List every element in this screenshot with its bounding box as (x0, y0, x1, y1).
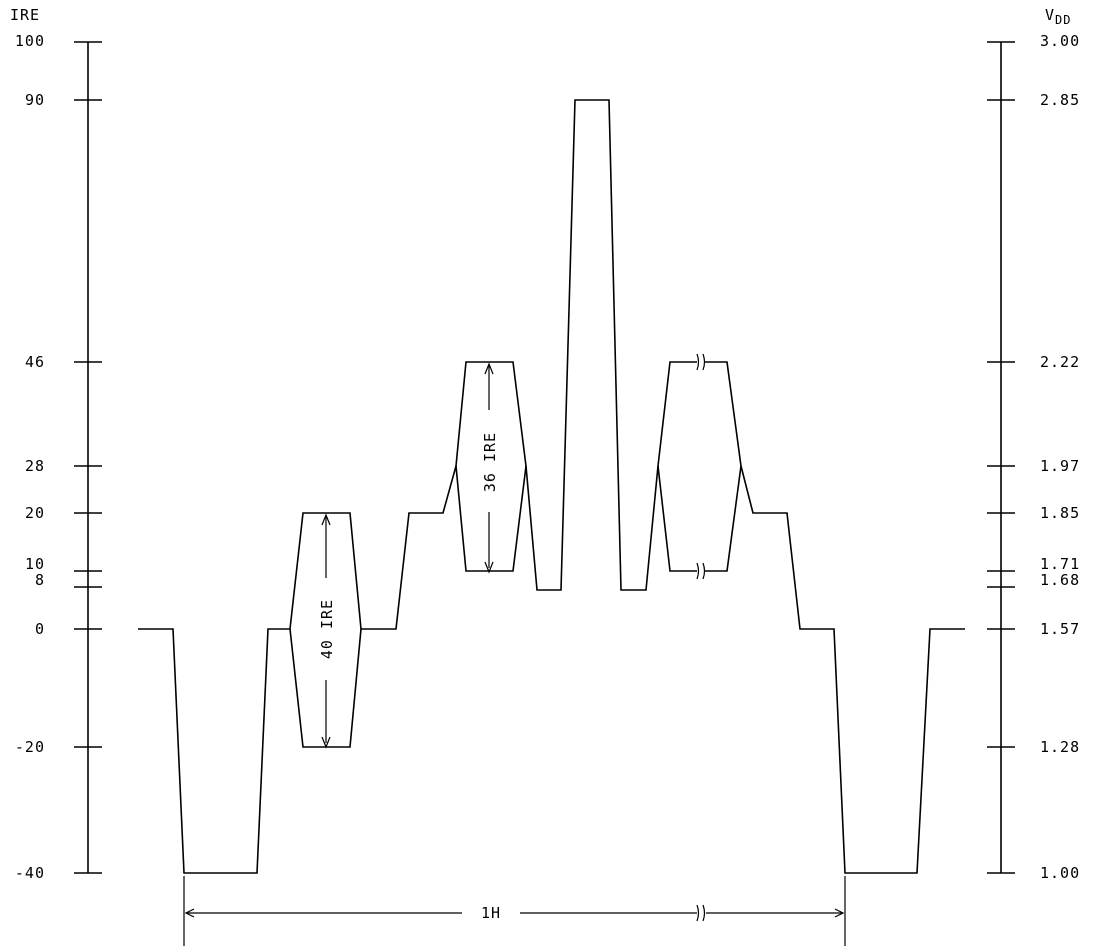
burst-40ire-label: 40 IRE (318, 599, 336, 659)
right-vdd-axis: VDD 3.00 2.85 2.22 1.97 1.85 1.711.68 1.57 1.28… (987, 6, 1080, 882)
period-1h-label: 1H (481, 904, 501, 922)
right-packet-upper-left (657, 361, 697, 467)
left-axis-tick-label: 0 (35, 620, 45, 638)
right-axis-tick-label: 1.97 (1040, 457, 1080, 475)
right-chroma-packet (657, 353, 742, 580)
right-packet-upper-right (704, 361, 742, 467)
left-axis-tick-label: 46 (25, 353, 45, 371)
right-axis-tick-label: 1.85 (1040, 504, 1080, 522)
measure-36ire-arrow-down (484, 561, 494, 574)
right-axis-tick-label: 3.00 (1040, 32, 1080, 50)
right-axis-tick-label: 1.28 (1040, 738, 1080, 756)
period-1h-marker: 1H (183, 876, 846, 946)
left-axis-tick-label: 28 (25, 457, 45, 475)
right-axis-tick-label: 1.71 (1040, 555, 1080, 573)
right-axis-ticks: 3.00 2.85 2.22 1.97 1.85 1.711.68 1.57 1.28 1.00 (987, 32, 1080, 882)
measure-36ire-arrow-up (484, 362, 494, 375)
period-1h-arrow-left (184, 908, 195, 918)
period-1h-break-mark (696, 904, 706, 922)
right-packet-lower-left (657, 465, 697, 572)
right-axis-title-sub: DD (1055, 13, 1071, 27)
right-axis-title-main: V (1045, 6, 1055, 24)
left-axis-tick-label: 90 (25, 91, 45, 109)
right-axis-tick-label: 2.22 (1040, 353, 1080, 371)
measure-36ire: 36 IRE (481, 362, 499, 574)
measure-40ire-arrow-down (321, 736, 331, 749)
left-axis-tick-label: -40 (15, 864, 45, 882)
waveform-left-segment (138, 99, 659, 874)
left-axis-tick-label: -20 (15, 738, 45, 756)
right-packet-lower-right (704, 465, 742, 572)
left-axis-tick-label: 100 (15, 32, 45, 50)
right-axis-title: VDD (1045, 6, 1071, 27)
break-mark-lower (696, 562, 706, 580)
left-ire-axis: IRE 100 90 46 28 20 108 0 -20 -40 (10, 6, 102, 882)
measure-40ire-arrow-up (321, 513, 331, 526)
chroma-36ire-label: 36 IRE (481, 432, 499, 492)
right-axis-tick-label: 2.85 (1040, 91, 1080, 109)
right-axis-tick-label: 1.00 (1040, 864, 1080, 882)
left-axis-tick-label: 8 (35, 571, 45, 589)
left-axis-title: IRE (10, 6, 40, 24)
left-axis-ticks: 100 90 46 28 20 108 0 -20 -40 (15, 32, 102, 882)
measure-40ire: 40 IRE (318, 513, 336, 749)
right-axis-tick-label: 1.57 (1040, 620, 1080, 638)
period-1h-arrow-right (834, 908, 845, 918)
break-mark-upper (696, 353, 706, 371)
left-axis-tick-label: 20 (25, 504, 45, 522)
waveform-right-segment (740, 465, 965, 874)
left-axis-tick-label: 10 (25, 555, 45, 573)
right-axis-tick-label: 1.68 (1040, 571, 1080, 589)
